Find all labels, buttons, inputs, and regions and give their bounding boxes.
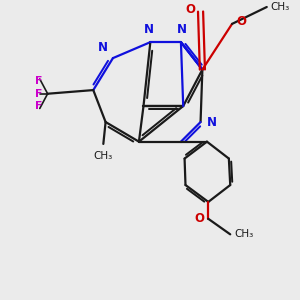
Text: N: N [177,23,187,36]
Text: F: F [35,89,43,99]
Text: N: N [206,116,216,128]
Text: O: O [236,15,246,28]
Text: F: F [35,101,43,112]
Text: N: N [98,41,108,54]
Text: N: N [144,23,154,36]
Text: CH₃: CH₃ [271,2,290,12]
Text: CH₃: CH₃ [234,229,254,239]
Text: O: O [186,3,196,16]
Text: CH₃: CH₃ [94,151,113,161]
Text: F: F [35,76,43,86]
Text: O: O [194,212,204,225]
